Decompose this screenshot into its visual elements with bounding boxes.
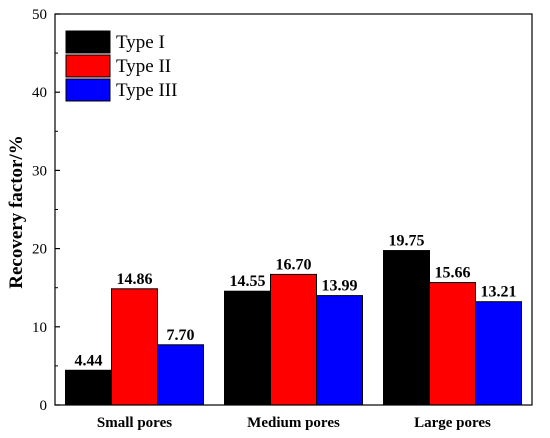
legend-label: Type III [116,80,177,101]
y-tick-label: 0 [40,398,48,414]
y-tick-label: 50 [32,7,47,23]
bar-1-3 [383,250,430,406]
legend-label: Type I [116,32,165,53]
data-label: 16.70 [276,256,312,273]
legend: Type I Type II Type III [65,30,177,102]
legend-swatch [65,78,111,102]
y-tick-label: 40 [32,85,47,101]
data-label: 4.44 [75,352,103,369]
data-label: 15.66 [435,265,471,282]
data-label: 19.75 [389,233,425,250]
bar-2-2 [270,273,317,406]
x-tick-label: Small pores [97,415,172,431]
bar-1-2 [224,290,271,406]
data-label: 14.55 [230,273,266,290]
x-tick-label: Large pores [414,415,491,431]
legend-label: Type II [116,56,171,77]
bar-3-2 [316,295,363,406]
bar-3-3 [475,301,522,406]
data-label: 7.70 [167,327,195,344]
x-tick-label: Medium pores [247,415,340,431]
bar-2-3 [429,282,476,406]
y-tick-label: 10 [32,320,47,336]
data-label: 14.86 [117,271,153,288]
y-axis-title: Recovery factor/% [6,135,27,289]
legend-swatch [65,54,111,78]
y-tick-label: 20 [32,242,47,258]
y-tick-label: 30 [32,163,47,179]
data-label: 13.21 [481,284,517,301]
bar-1-1 [65,369,112,406]
legend-swatch [65,30,111,54]
bar-3-1 [157,344,204,406]
bar-2-1 [111,288,158,406]
data-label: 13.99 [322,278,358,295]
